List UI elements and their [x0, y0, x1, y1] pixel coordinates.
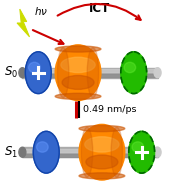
Ellipse shape	[129, 131, 155, 173]
Ellipse shape	[55, 45, 101, 101]
FancyArrowPatch shape	[58, 4, 141, 20]
Ellipse shape	[55, 93, 101, 99]
Ellipse shape	[81, 127, 93, 177]
Ellipse shape	[154, 147, 161, 157]
Ellipse shape	[57, 48, 69, 98]
Ellipse shape	[55, 46, 101, 52]
Polygon shape	[22, 147, 157, 157]
Ellipse shape	[154, 68, 161, 78]
Ellipse shape	[79, 124, 125, 180]
Polygon shape	[22, 68, 157, 78]
Ellipse shape	[85, 137, 119, 152]
Ellipse shape	[19, 147, 26, 157]
Polygon shape	[22, 74, 157, 77]
Ellipse shape	[124, 62, 136, 73]
Ellipse shape	[19, 68, 26, 78]
Ellipse shape	[61, 57, 95, 73]
Polygon shape	[22, 149, 157, 152]
Ellipse shape	[62, 75, 94, 89]
Text: ICT: ICT	[89, 2, 110, 15]
Ellipse shape	[33, 131, 59, 173]
FancyArrowPatch shape	[33, 30, 63, 44]
Ellipse shape	[79, 173, 125, 179]
Text: 0.49 nm/ps: 0.49 nm/ps	[83, 105, 136, 114]
Ellipse shape	[79, 125, 125, 132]
Polygon shape	[17, 9, 30, 37]
Polygon shape	[22, 69, 157, 72]
Text: S$_0$: S$_0$	[4, 65, 19, 80]
Ellipse shape	[132, 142, 144, 152]
Ellipse shape	[86, 155, 118, 169]
Ellipse shape	[25, 52, 51, 94]
Ellipse shape	[29, 62, 40, 73]
Ellipse shape	[111, 127, 122, 177]
Ellipse shape	[37, 142, 48, 152]
Ellipse shape	[121, 52, 147, 94]
Ellipse shape	[87, 48, 99, 98]
Text: S$_1$: S$_1$	[4, 145, 18, 160]
Polygon shape	[22, 154, 157, 157]
Text: h$\nu$: h$\nu$	[34, 5, 48, 17]
